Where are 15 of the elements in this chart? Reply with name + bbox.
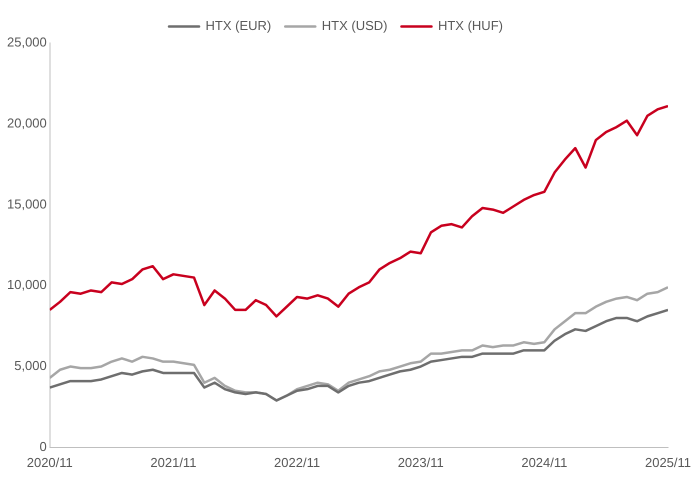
y-tick-label: 5,000 [14, 358, 47, 374]
x-tick-label: 2022/11 [274, 454, 320, 470]
y-tick-label: 15,000 [6, 196, 47, 212]
y-tick-label: 20,000 [6, 115, 47, 130]
legend-label: HTX (HUF) [438, 18, 503, 34]
y-tick-label: 10,000 [6, 277, 47, 292]
x-tick-label: 2023/11 [398, 454, 444, 470]
legend-label: HTX (USD) [322, 18, 388, 34]
y-tick-label: 25,000 [6, 34, 47, 50]
x-tick-label: 2024/11 [521, 454, 568, 470]
x-tick-label: 2020/11 [26, 454, 73, 470]
x-tick-label: 2025/11 [644, 454, 692, 470]
x-tick-label: 2021/11 [150, 454, 196, 470]
y-tick-label: 0 [40, 438, 47, 454]
legend-label: HTX (EUR) [206, 18, 272, 34]
